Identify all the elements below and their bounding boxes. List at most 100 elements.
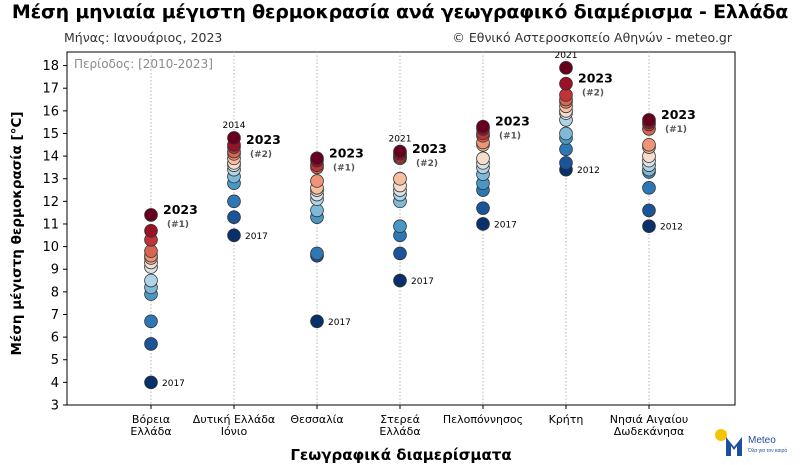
data-point [144,375,158,390]
y-tick-label: 6 [51,331,59,346]
data-point [476,151,490,166]
logo-tagline: Όλα για τον καιρό [747,447,787,454]
data-point [559,88,573,102]
plot-frame [66,51,736,406]
y-tick-label: 12 [42,195,59,210]
data-point [559,76,573,91]
y-tick-label: 7 [51,308,59,323]
data-point [144,208,158,222]
data-point [144,244,158,258]
highlight-year-label: 2023 [246,132,281,147]
meteo-m-icon [726,437,742,456]
data-point [393,219,407,234]
data-point [393,144,407,159]
highlight-rank-label: (#2) [416,159,438,169]
highlight-rank-label: (#1) [665,125,687,135]
sun-icon [715,429,727,441]
highlight-rank-label: (#2) [250,150,272,160]
year-annotation: 2021 [389,135,412,145]
data-point [559,61,573,75]
x-tick-label: Πελοπόννησος [443,413,523,426]
data-point [642,180,656,195]
highlight-rank-label: (#2) [582,89,604,99]
highlight-year-label: 2023 [412,141,447,156]
chart-source-credit: © Εθνικό Αστεροσκοπείο Αθηνών - meteo.gr [452,30,732,45]
y-tick-label: 17 [42,82,59,97]
period-label: Περίοδος: [2010-2023] [74,57,213,71]
y-tick-label: 11 [42,217,59,232]
y-tick-label: 18 [42,59,59,74]
highlight-year-label: 2023 [329,145,364,160]
y-tick-label: 16 [42,104,59,119]
data-point [559,156,573,170]
y-tick-label: 8 [51,285,59,300]
data-point [310,174,324,188]
x-tick-label: Δυτική Ελλάδα [193,413,275,426]
data-point [227,194,241,209]
data-point [310,314,324,329]
data-point [227,131,241,145]
data-point [310,246,324,261]
data-point [642,203,656,218]
x-tick-label: Νησιά Αιγαίου [610,413,688,426]
data-point [476,217,490,231]
x-axis-label: Γεωγραφικά διαμερίσματα [290,446,511,464]
x-tick-label: Δωδεκάνησα [614,425,685,438]
chart-subtitle-month: Μήνας: Ιανουάριος, 2023 [64,30,223,45]
y-tick-label: 5 [51,353,59,368]
data-point [393,246,407,261]
y-tick-label: 9 [51,263,59,278]
y-tick-label: 13 [42,172,59,187]
year-annotation: 2017 [162,379,185,389]
x-tick-label: Βόρεια [132,413,170,426]
highlight-year-label: 2023 [495,114,530,129]
highlight-rank-label: (#1) [499,132,521,142]
year-annotation: 2012 [660,223,683,233]
year-annotation: 2017 [411,277,434,287]
y-tick-label: 4 [51,376,59,391]
data-point [642,137,656,152]
y-axis-label: Μέση μέγιστη θερμοκρασία [°C] [9,111,25,355]
x-tick-label: Ιόνιο [221,425,248,438]
x-tick-label: Κρήτη [549,413,584,426]
data-point [559,142,573,157]
year-annotation: 2012 [577,166,600,176]
data-point [144,314,158,329]
data-point [642,219,656,234]
data-point [642,113,656,127]
logo-name: Meteo [748,435,776,446]
y-tick-label: 14 [42,150,59,165]
meteo-logo: Meteo Όλα για τον καιρό [715,429,787,456]
highlight-year-label: 2023 [661,107,696,122]
highlight-rank-label: (#1) [333,163,355,173]
x-tick-label: Θεσσαλία [290,413,343,426]
year-annotation: 2014 [223,121,246,131]
chart-title: Μέση μηνιαία μέγιστη θερμοκρασία ανά γεω… [11,1,789,23]
y-tick-label: 3 [51,399,59,414]
data-point [144,273,158,288]
data-point [227,210,241,224]
highlight-year-label: 2023 [578,71,613,86]
year-annotation: 2021 [555,51,578,61]
y-tick-label: 10 [42,240,59,255]
y-tick-label: 15 [42,127,59,142]
year-annotation: 2017 [494,220,517,230]
year-annotation: 2017 [328,318,351,328]
data-point [559,126,573,141]
data-point [393,171,407,186]
data-point [310,151,324,166]
data-point [144,337,158,351]
highlight-rank-label: (#1) [167,220,189,230]
data-point [393,273,407,288]
data-point [476,119,490,134]
year-annotation: 2017 [245,232,268,242]
x-tick-label: Στερεά [380,413,420,426]
data-point [310,203,324,218]
data-point [227,228,241,243]
data-point [144,223,158,238]
highlight-year-label: 2023 [163,202,198,217]
data-point [476,201,490,215]
x-tick-label: Ελλάδα [130,425,171,438]
x-tick-label: Ελλάδα [379,425,420,438]
